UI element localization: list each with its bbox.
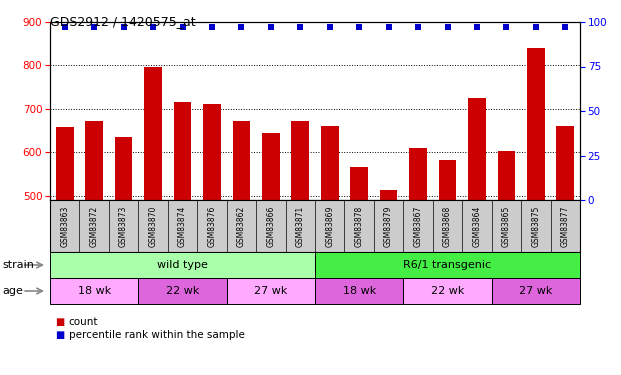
Bar bbox=[174, 102, 191, 375]
Point bbox=[413, 24, 423, 30]
Point bbox=[148, 24, 158, 30]
Bar bbox=[262, 133, 279, 375]
Text: GSM83873: GSM83873 bbox=[119, 206, 128, 247]
Text: GSM83864: GSM83864 bbox=[473, 206, 481, 247]
Text: count: count bbox=[69, 317, 98, 327]
Point bbox=[178, 24, 188, 30]
Bar bbox=[85, 121, 103, 375]
Text: 22 wk: 22 wk bbox=[166, 286, 199, 296]
Text: 27 wk: 27 wk bbox=[519, 286, 553, 296]
Point bbox=[501, 24, 511, 30]
Point bbox=[354, 24, 364, 30]
Point bbox=[325, 24, 335, 30]
Text: age: age bbox=[2, 286, 23, 296]
Bar bbox=[497, 151, 515, 375]
Bar bbox=[321, 126, 338, 375]
Point bbox=[60, 24, 70, 30]
Point bbox=[89, 24, 99, 30]
Text: GSM83865: GSM83865 bbox=[502, 206, 511, 247]
Text: GSM83868: GSM83868 bbox=[443, 206, 452, 247]
Text: strain: strain bbox=[2, 260, 34, 270]
Text: GDS2912 / 1420575_at: GDS2912 / 1420575_at bbox=[50, 15, 196, 28]
Bar bbox=[115, 136, 132, 375]
Text: percentile rank within the sample: percentile rank within the sample bbox=[69, 330, 245, 340]
Text: GSM83874: GSM83874 bbox=[178, 206, 187, 247]
Point bbox=[237, 24, 247, 30]
Bar bbox=[144, 67, 162, 375]
Text: GSM83867: GSM83867 bbox=[414, 206, 422, 247]
Bar bbox=[56, 128, 73, 375]
Point bbox=[443, 24, 453, 30]
Point bbox=[266, 24, 276, 30]
Text: 22 wk: 22 wk bbox=[431, 286, 464, 296]
Point bbox=[119, 24, 129, 30]
Text: ■: ■ bbox=[55, 317, 64, 327]
Text: 18 wk: 18 wk bbox=[78, 286, 111, 296]
Bar bbox=[232, 121, 250, 375]
Text: GSM83879: GSM83879 bbox=[384, 206, 393, 247]
Bar bbox=[380, 190, 397, 375]
Bar bbox=[350, 166, 368, 375]
Text: GSM83872: GSM83872 bbox=[89, 206, 99, 247]
Point bbox=[296, 24, 306, 30]
Bar bbox=[556, 126, 574, 375]
Bar bbox=[468, 98, 486, 375]
Text: GSM83871: GSM83871 bbox=[296, 206, 305, 247]
Text: ■: ■ bbox=[55, 330, 64, 340]
Bar bbox=[203, 104, 221, 375]
Bar bbox=[291, 121, 309, 375]
Point bbox=[531, 24, 541, 30]
Bar bbox=[527, 48, 545, 375]
Text: GSM83876: GSM83876 bbox=[207, 206, 217, 247]
Text: GSM83877: GSM83877 bbox=[561, 206, 570, 247]
Text: GSM83866: GSM83866 bbox=[266, 206, 275, 247]
Point bbox=[207, 24, 217, 30]
Point bbox=[384, 24, 394, 30]
Text: GSM83870: GSM83870 bbox=[148, 206, 158, 247]
Bar bbox=[438, 160, 456, 375]
Text: GSM83863: GSM83863 bbox=[60, 206, 69, 247]
Text: GSM83862: GSM83862 bbox=[237, 206, 246, 247]
Text: GSM83869: GSM83869 bbox=[325, 206, 334, 247]
Text: 27 wk: 27 wk bbox=[254, 286, 288, 296]
Text: R6/1 transgenic: R6/1 transgenic bbox=[404, 260, 492, 270]
Text: wild type: wild type bbox=[157, 260, 208, 270]
Text: GSM83875: GSM83875 bbox=[532, 206, 540, 247]
Bar bbox=[409, 148, 427, 375]
Point bbox=[472, 24, 482, 30]
Text: GSM83878: GSM83878 bbox=[355, 206, 364, 247]
Text: 18 wk: 18 wk bbox=[343, 286, 376, 296]
Point bbox=[560, 24, 570, 30]
